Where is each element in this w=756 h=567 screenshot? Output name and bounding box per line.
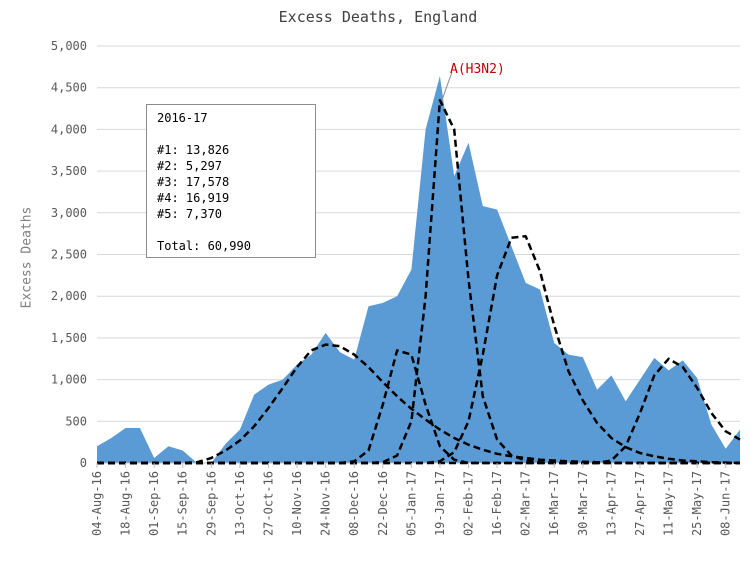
fitted-curve-5 — [97, 357, 741, 465]
x-tick-label: 13-Oct-16 — [233, 471, 247, 536]
season-total: Total: 60,990 — [157, 239, 251, 253]
x-tick-label: 25-May-17 — [690, 471, 704, 536]
x-tick-label: 02-Mar-17 — [519, 471, 533, 536]
x-tick-label: 19-Jan-17 — [433, 471, 447, 536]
x-tick-label: 04-Aug-16 — [90, 471, 104, 536]
excess-deaths-area — [97, 76, 740, 463]
fitted-curve-2 — [97, 349, 740, 465]
y-tick-label: 2,500 — [51, 248, 87, 262]
x-tick-label: 01-Sep-16 — [147, 471, 161, 536]
chart-title: Excess Deaths, England — [278, 8, 478, 26]
x-tick-label: 11-May-17 — [662, 471, 676, 536]
peak-5-total: #5: 7,370 — [157, 207, 223, 221]
y-axis-label: Excess Deaths — [19, 206, 35, 309]
season-summary-box: 2016-17 #1: 13,826 #2: 5,297 #3: 17,578 … — [146, 104, 316, 258]
y-tick-label: 3,000 — [51, 206, 87, 220]
x-tick-label: 15-Sep-16 — [176, 471, 190, 536]
x-tick-label: 30-Mar-17 — [576, 471, 590, 536]
x-tick-label: 16-Feb-17 — [490, 471, 504, 536]
x-tick-label: 02-Feb-17 — [462, 471, 476, 536]
y-tick-label: 0 — [80, 456, 87, 470]
x-tick-label: 27-Apr-17 — [633, 471, 647, 536]
y-tick-label: 2,000 — [51, 289, 87, 303]
x-tick-label: 16-Mar-17 — [547, 471, 561, 536]
x-tick-label: 29-Sep-16 — [204, 471, 218, 536]
season-label: 2016-17 — [157, 111, 208, 125]
peak-4-total: #4: 16,919 — [157, 191, 230, 205]
x-tick-label: 13-Apr-17 — [604, 471, 618, 536]
peak-2-total: #2: 5,297 — [157, 159, 223, 173]
y-tick-label: 4,500 — [51, 81, 87, 95]
x-tick-label: 18-Aug-16 — [119, 471, 133, 536]
fitted-curve-3 — [97, 98, 740, 465]
y-tick-label: 4,000 — [51, 122, 87, 136]
x-tick-label: 27-Oct-16 — [261, 471, 275, 536]
peak-1-total: #1: 13,826 — [157, 143, 230, 157]
x-tick-label: 05-Jan-17 — [404, 471, 418, 536]
y-tick-label: 500 — [65, 414, 87, 428]
annotation-leader-line — [441, 71, 453, 101]
y-tick-label: 5,000 — [51, 39, 87, 53]
x-tick-label: 08-Dec-16 — [347, 471, 361, 536]
y-tick-label: 1,500 — [51, 331, 87, 345]
y-tick-label: 3,500 — [51, 164, 87, 178]
strain-annotation: A(H3N2) — [450, 62, 505, 77]
x-tick-label: 22-Dec-16 — [376, 471, 390, 536]
y-tick-label: 1,000 — [51, 373, 87, 387]
peak-3-total: #3: 17,578 — [157, 175, 230, 189]
x-tick-label: 10-Nov-16 — [290, 471, 304, 536]
x-tick-label: 24-Nov-16 — [319, 471, 333, 536]
x-tick-label: 08-Jun-17 — [719, 471, 733, 536]
